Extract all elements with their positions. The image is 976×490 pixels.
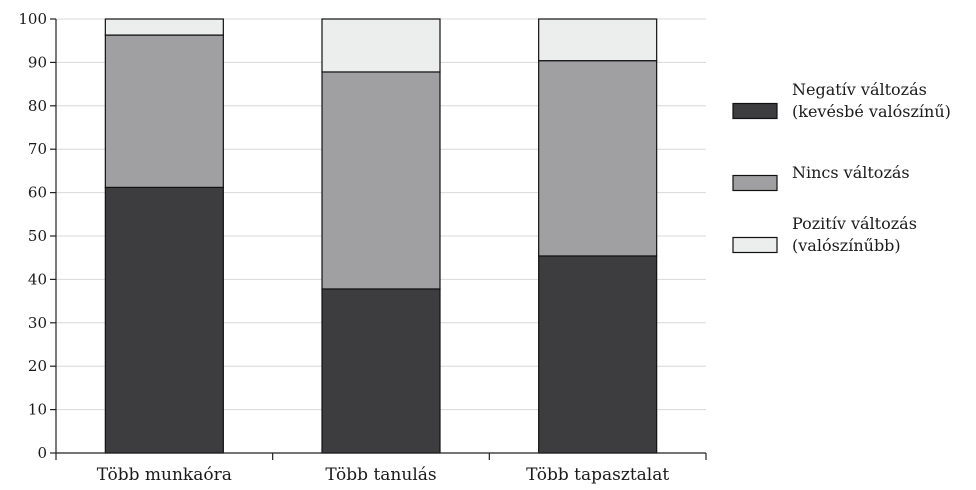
bar-2-series-2	[321, 71, 441, 290]
y-tick-label-0: 0	[37, 444, 47, 462]
bar-1-series-2	[104, 34, 224, 188]
legend-swatch-1	[732, 102, 778, 120]
x-tick-label-3: Több tapasztalat	[526, 465, 669, 485]
y-tick-label-10: 10	[28, 401, 47, 419]
y-tick-label-70: 70	[28, 140, 47, 158]
bar-3-series-3	[538, 18, 658, 62]
y-tick-label-80: 80	[28, 97, 47, 115]
x-tick-label-1: Több munkaóra	[97, 465, 232, 485]
legend-swatch-2	[732, 174, 778, 192]
y-tick-label-50: 50	[28, 227, 47, 245]
y-tick-label-30: 30	[28, 314, 47, 332]
bar-3-series-1	[538, 255, 658, 454]
legend-label-3: Pozitív változás (valószínűbb)	[792, 214, 917, 255]
bar-2-series-1	[321, 288, 441, 454]
y-tick-label-20: 20	[28, 357, 47, 375]
bar-2-series-3	[321, 18, 441, 73]
legend-label-2: Nincs változás	[792, 163, 910, 182]
bar-3-series-2	[538, 60, 658, 257]
bar-1-series-3	[104, 18, 224, 36]
legend-swatch-3	[732, 236, 778, 254]
bar-1-series-1	[104, 186, 224, 454]
bars	[104, 18, 658, 454]
y-tick-label-100: 100	[18, 10, 47, 28]
y-tick-label-60: 60	[28, 184, 47, 202]
legend: Negatív változás (kevésbé valószínű) Nincs…	[732, 80, 951, 255]
legend-label-1: Negatív változás (kevésbé valószínű)	[792, 80, 951, 121]
y-tick-label-40: 40	[28, 270, 47, 288]
x-tick-label-2: Több tanulás	[325, 465, 436, 485]
y-tick-label-90: 90	[28, 53, 47, 71]
axes: 0 10 20 30 40 50 60 70 80 90 100 Több munkaóra Több …	[18, 10, 707, 485]
